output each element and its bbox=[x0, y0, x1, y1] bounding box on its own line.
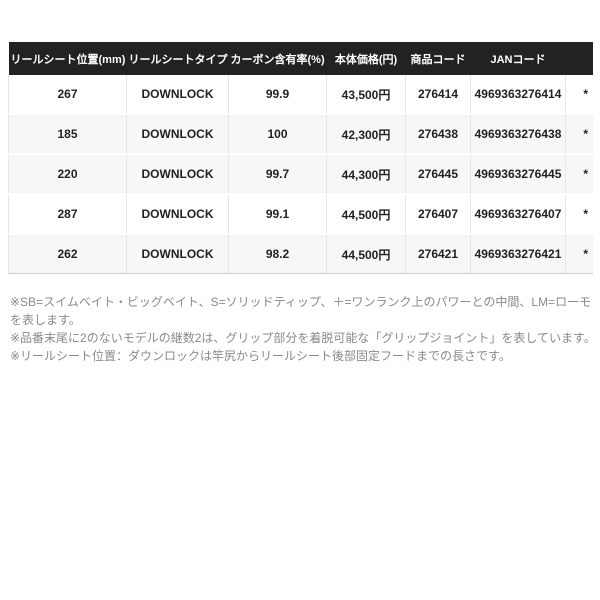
cell-carbon-content: 100 bbox=[228, 114, 327, 155]
cell-reel-seat-type: DOWNLOCK bbox=[126, 75, 229, 115]
cell-reel-seat-type: DOWNLOCK bbox=[126, 114, 229, 155]
product-spec-table: リールシート位置(mm) リールシートタイプ カーボン含有率(%) 本体価格(円… bbox=[8, 42, 593, 273]
cell-carbon-content: 99.7 bbox=[228, 154, 327, 195]
cell-reel-seat-position: 262 bbox=[8, 234, 127, 273]
cell-product-code: 276414 bbox=[405, 75, 471, 115]
footnote-line: ※リールシート位置：ダウンロックは竿尻からリールシート後部固定フードまでの長さで… bbox=[10, 349, 511, 363]
cell-price: 43,500円 bbox=[326, 75, 406, 115]
col-header-carbon-content: カーボン含有率(%) bbox=[228, 42, 327, 75]
table-header-row: リールシート位置(mm) リールシートタイプ カーボン含有率(%) 本体価格(円… bbox=[8, 42, 593, 75]
cell-carbon-content: 99.9 bbox=[228, 75, 327, 115]
cell-reel-seat-type: DOWNLOCK bbox=[126, 154, 229, 195]
cell-price: 44,500円 bbox=[326, 234, 406, 273]
footnote-line: ※品番末尾に2のないモデルの継数2は、グリップ部分を着脱可能な「グリップジョイン… bbox=[10, 331, 592, 345]
cell-note-marker: * bbox=[565, 154, 593, 195]
col-header-price: 本体価格(円) bbox=[326, 42, 406, 75]
table-row: 262 DOWNLOCK 98.2 44,500円 276421 4969363… bbox=[8, 234, 593, 273]
cell-product-code: 276445 bbox=[405, 154, 471, 195]
cell-reel-seat-position: 287 bbox=[8, 194, 127, 235]
cell-carbon-content: 98.2 bbox=[228, 234, 327, 273]
cell-reel-seat-type: DOWNLOCK bbox=[126, 234, 229, 273]
cell-product-code: 276421 bbox=[405, 234, 471, 273]
cell-price: 44,300円 bbox=[326, 154, 406, 195]
cell-reel-seat-position: 267 bbox=[8, 75, 127, 115]
cell-jan-code: 4969363276407 bbox=[470, 194, 566, 235]
cell-price: 42,300円 bbox=[326, 114, 406, 155]
footnote-line: ※SB=スイムベイト・ビッグベイト、S=ソリッドティップ、＋=ワンランク上のパワ… bbox=[10, 295, 592, 309]
spec-table: リールシート位置(mm) リールシートタイプ カーボン含有率(%) 本体価格(円… bbox=[8, 42, 593, 274]
cell-carbon-content: 99.1 bbox=[228, 194, 327, 235]
cell-price: 44,500円 bbox=[326, 194, 406, 235]
cell-jan-code: 4969363276445 bbox=[470, 154, 566, 195]
footnotes: ※SB=スイムベイト・ビッグベイト、S=ソリッドティップ、＋=ワンランク上のパワ… bbox=[10, 293, 592, 365]
cell-reel-seat-position: 220 bbox=[8, 154, 127, 195]
cell-note-marker: * bbox=[565, 194, 593, 235]
cell-product-code: 276438 bbox=[405, 114, 471, 155]
cell-jan-code: 4969363276414 bbox=[470, 75, 566, 115]
table-row: 267 DOWNLOCK 99.9 43,500円 276414 4969363… bbox=[8, 75, 593, 115]
table-row: 185 DOWNLOCK 100 42,300円 276438 49693632… bbox=[8, 114, 593, 155]
col-header-product-code: 商品コード bbox=[405, 42, 471, 75]
col-header-clipped bbox=[565, 42, 593, 75]
table-row: 287 DOWNLOCK 99.1 44,500円 276407 4969363… bbox=[8, 194, 593, 235]
cell-jan-code: 4969363276438 bbox=[470, 114, 566, 155]
cell-jan-code: 4969363276421 bbox=[470, 234, 566, 273]
cell-product-code: 276407 bbox=[405, 194, 471, 235]
cell-note-marker: * bbox=[565, 75, 593, 115]
cell-note-marker: * bbox=[565, 114, 593, 155]
col-header-reel-seat-position: リールシート位置(mm) bbox=[8, 42, 127, 75]
col-header-jan-code: JANコード bbox=[470, 42, 566, 75]
cell-reel-seat-type: DOWNLOCK bbox=[126, 194, 229, 235]
col-header-reel-seat-type: リールシートタイプ bbox=[126, 42, 229, 75]
cell-reel-seat-position: 185 bbox=[8, 114, 127, 155]
table-row: 220 DOWNLOCK 99.7 44,300円 276445 4969363… bbox=[8, 154, 593, 195]
footnote-line: を表します。 bbox=[10, 313, 81, 327]
cell-note-marker: * bbox=[565, 234, 593, 273]
